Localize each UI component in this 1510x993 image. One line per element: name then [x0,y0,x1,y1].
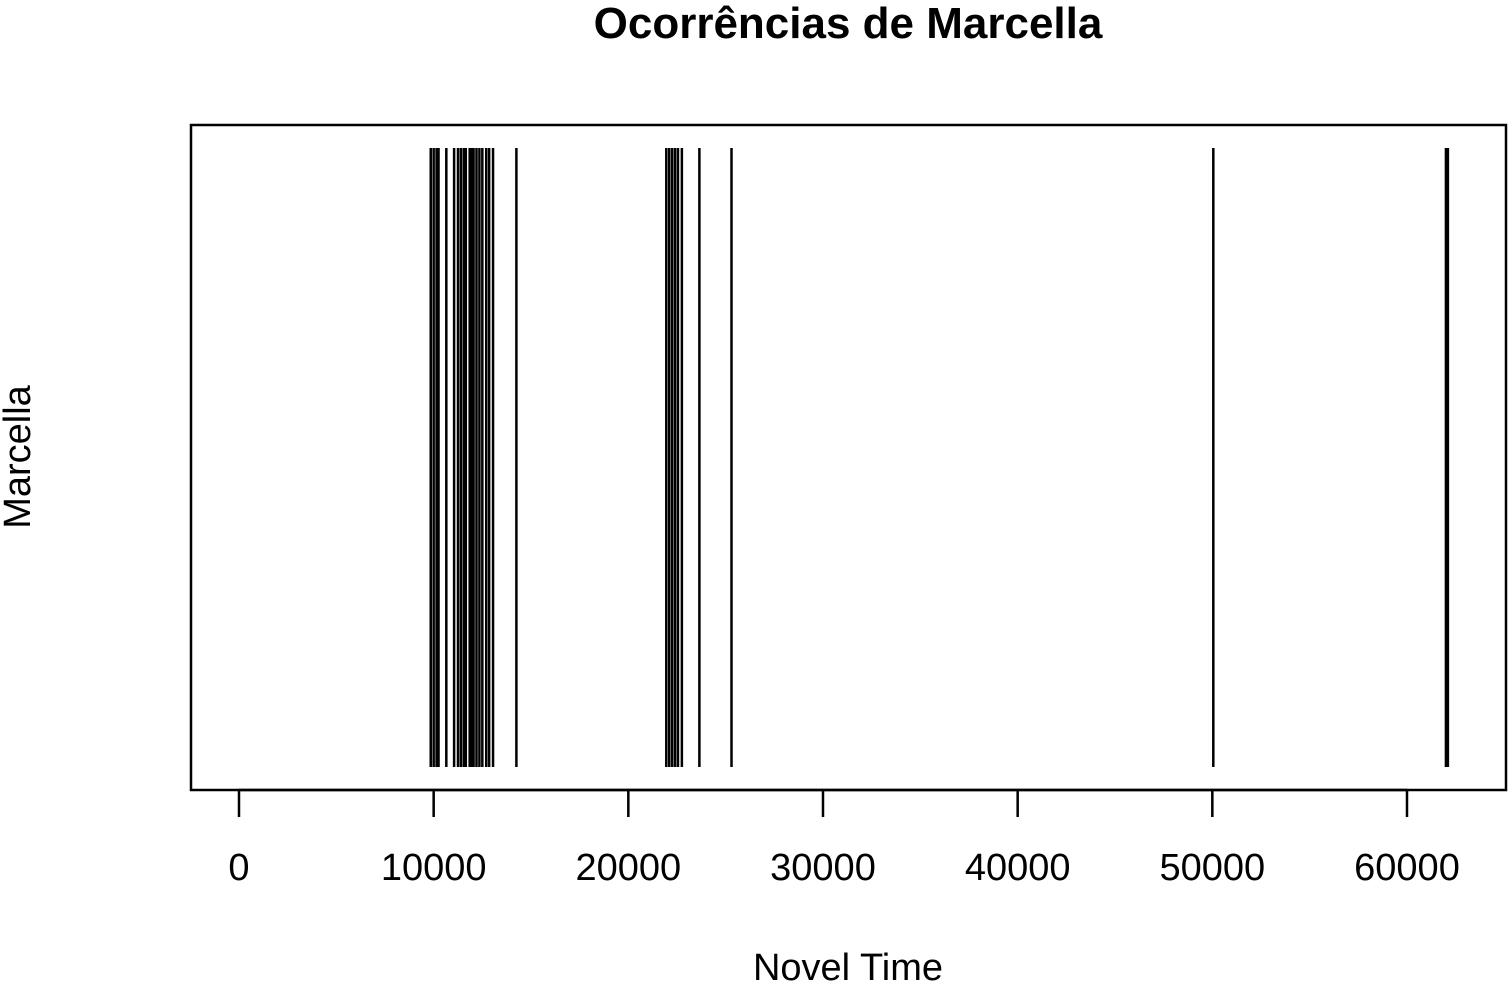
x-tick-label: 20000 [575,847,681,889]
occurrence-marks [429,148,1450,767]
x-tick-label: 60000 [1354,847,1460,889]
x-axis: 0 10000 20000 30000 40000 50000 60000 [228,788,1460,889]
x-tick-label: 40000 [965,847,1071,889]
x-axis-label: Novel Time [753,947,943,989]
x-tick-label: 30000 [770,847,876,889]
y-axis-label: Marcella [0,384,39,528]
x-tick-label: 50000 [1159,847,1265,889]
plot-frame [189,123,1508,792]
chart-title: Ocorrências de Marcella [594,0,1103,48]
x-tick-label: 10000 [381,847,487,889]
x-tick-label: 0 [228,847,249,889]
